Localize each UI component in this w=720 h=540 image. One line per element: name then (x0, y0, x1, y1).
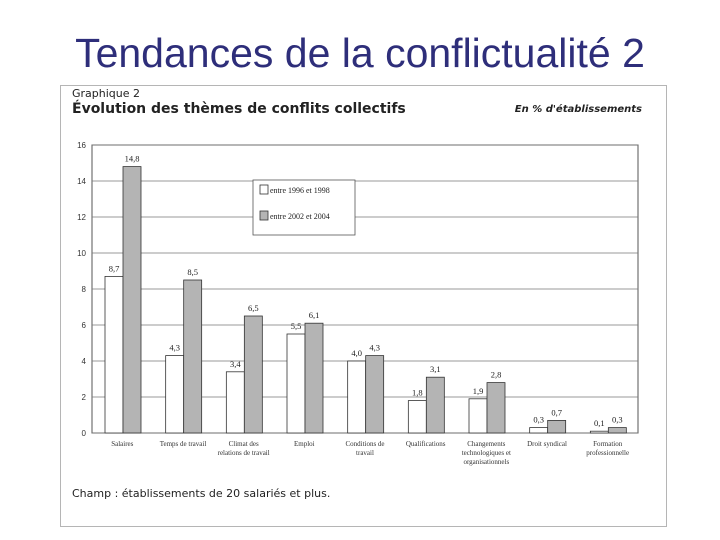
data-label: 4,3 (369, 343, 380, 353)
x-tick-label: Emploi (294, 440, 315, 448)
x-tick-label: Climat des (229, 440, 259, 448)
data-label: 3,1 (430, 364, 441, 374)
x-tick-label: Salaires (111, 440, 133, 448)
legend-label: entre 2002 et 2004 (270, 212, 330, 221)
data-label: 3,4 (230, 359, 241, 369)
x-tick-label: Formation (593, 440, 623, 448)
y-tick-label: 12 (77, 213, 86, 222)
data-label: 8,7 (109, 263, 120, 273)
chart-footnote: Champ : établissements de 20 salariés et… (72, 487, 331, 500)
y-tick-label: 8 (82, 285, 87, 294)
x-tick-label: organisationnels (463, 458, 509, 466)
data-label: 1,8 (412, 388, 423, 398)
legend-label: entre 1996 et 1998 (270, 186, 330, 195)
y-tick-label: 2 (82, 393, 87, 402)
data-label: 6,1 (309, 310, 320, 320)
bar-1996-1998 (468, 398, 488, 434)
x-tick-label: Droit syndical (527, 440, 567, 448)
x-tick-label: Qualifications (406, 440, 446, 448)
data-label: 6,5 (248, 303, 259, 313)
data-label: 5,5 (291, 321, 302, 331)
x-tick-label: technologiques et (462, 449, 511, 457)
y-tick-label: 16 (77, 141, 86, 150)
legend-swatch (259, 184, 269, 195)
data-label: 0,3 (533, 415, 544, 425)
bar-1996-1998 (407, 400, 427, 434)
bar-2002-2004 (122, 166, 142, 434)
legend-swatch (259, 210, 269, 221)
slide-title: Tendances de la conflictualité 2 (75, 30, 645, 76)
chart-unit: En % d'établissements (514, 104, 642, 115)
bar-1996-1998 (347, 360, 367, 434)
bar-2002-2004 (607, 427, 627, 434)
x-tick-label: travail (356, 449, 374, 457)
bar-2002-2004 (547, 419, 567, 434)
y-tick-label: 0 (82, 429, 87, 438)
chart-frame (60, 85, 667, 527)
chart-number-label: Graphique 2 (72, 87, 141, 100)
data-label: 1,9 (473, 386, 484, 396)
data-label: 14,8 (125, 154, 140, 164)
x-tick-label: Temps de travail (160, 440, 207, 448)
x-tick-label: Conditions de (345, 440, 384, 448)
bar-1996-1998 (225, 371, 245, 434)
bar-2002-2004 (365, 355, 385, 434)
y-tick-label: 10 (77, 249, 86, 258)
bar-2002-2004 (243, 315, 263, 434)
y-tick-label: 6 (82, 321, 87, 330)
bar-2002-2004 (183, 279, 203, 434)
bar-1996-1998 (529, 427, 549, 434)
data-label: 0,1 (594, 418, 605, 428)
bar-2002-2004 (486, 382, 506, 434)
x-tick-label: relations de travail (218, 449, 270, 457)
chart-title: Évolution des thèmes de conflits collect… (72, 101, 406, 117)
y-tick-label: 14 (77, 177, 86, 186)
bar-2002-2004 (425, 376, 445, 434)
bar-1996-1998 (165, 355, 185, 434)
bar-1996-1998 (104, 275, 124, 434)
data-label: 2,8 (491, 370, 502, 380)
data-label: 4,3 (169, 343, 180, 353)
x-tick-label: professionnelle (586, 449, 629, 457)
bar-1996-1998 (286, 333, 306, 434)
data-label: 8,5 (187, 267, 198, 277)
bar-1996-1998 (589, 430, 609, 434)
x-tick-label: Changements (467, 440, 505, 448)
data-label: 0,7 (551, 407, 562, 417)
bar-2002-2004 (304, 322, 324, 434)
legend-box (252, 179, 356, 236)
data-label: 0,3 (612, 415, 623, 425)
data-label: 4,0 (351, 348, 362, 358)
y-tick-label: 4 (82, 357, 87, 366)
